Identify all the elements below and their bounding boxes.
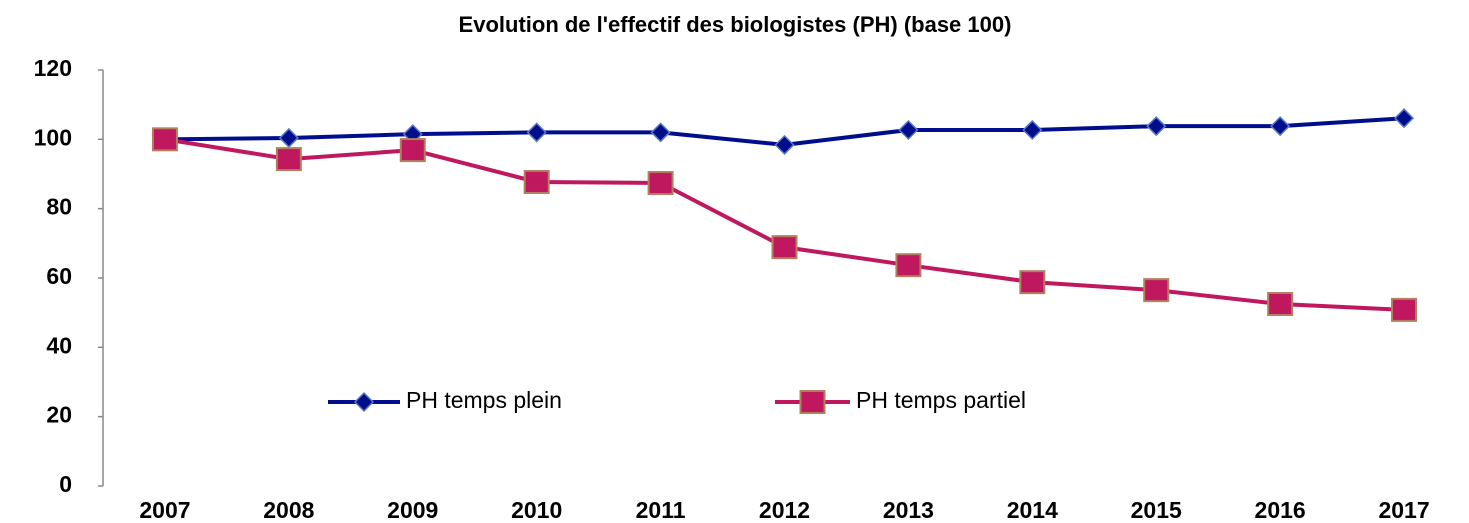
marker	[1022, 119, 1043, 141]
x-tick-label: 2013	[883, 497, 934, 523]
marker	[650, 122, 671, 143]
y-tick-label: 60	[46, 263, 72, 289]
marker	[895, 253, 922, 278]
x-tick-label: 2017	[1378, 497, 1429, 523]
x-tick-label: 2011	[636, 497, 686, 523]
legend-label: PH temps partiel	[856, 387, 1026, 413]
marker	[774, 134, 795, 155]
y-tick-label: 120	[34, 55, 72, 81]
y-tick-label: 20	[46, 402, 72, 428]
x-tick-label: 2007	[139, 497, 190, 523]
legend-label: PH temps plein	[406, 387, 562, 413]
marker	[151, 127, 178, 152]
marker	[399, 138, 426, 163]
x-tick-label: 2012	[759, 497, 810, 523]
x-tick-label: 2016	[1255, 497, 1306, 523]
series-line	[164, 137, 1405, 312]
x-tick-label: 2008	[263, 497, 314, 523]
marker	[771, 235, 798, 260]
marker	[1267, 292, 1294, 316]
y-tick-label: 100	[34, 124, 72, 150]
marker	[1146, 116, 1167, 137]
legend-marker	[353, 391, 375, 413]
x-tick-label: 2009	[387, 497, 438, 523]
marker	[1391, 297, 1418, 322]
x-tick-label: 2010	[511, 497, 562, 523]
marker	[526, 122, 547, 143]
marker	[523, 169, 550, 194]
marker	[1270, 116, 1291, 137]
y-tick-label: 40	[46, 332, 72, 358]
marker	[1143, 278, 1170, 303]
marker	[1019, 270, 1046, 295]
legend-marker	[799, 390, 826, 414]
marker	[1393, 108, 1415, 129]
marker	[647, 171, 674, 196]
chart-title: Evolution de l'effectif des biologistes …	[459, 12, 1012, 37]
marker	[898, 119, 919, 141]
x-tick-label: 2014	[1007, 497, 1058, 523]
x-tick-label: 2015	[1131, 497, 1182, 523]
y-tick-label: 80	[46, 194, 72, 220]
marker	[275, 147, 302, 172]
marker	[278, 127, 299, 149]
y-tick-label: 0	[59, 471, 72, 497]
